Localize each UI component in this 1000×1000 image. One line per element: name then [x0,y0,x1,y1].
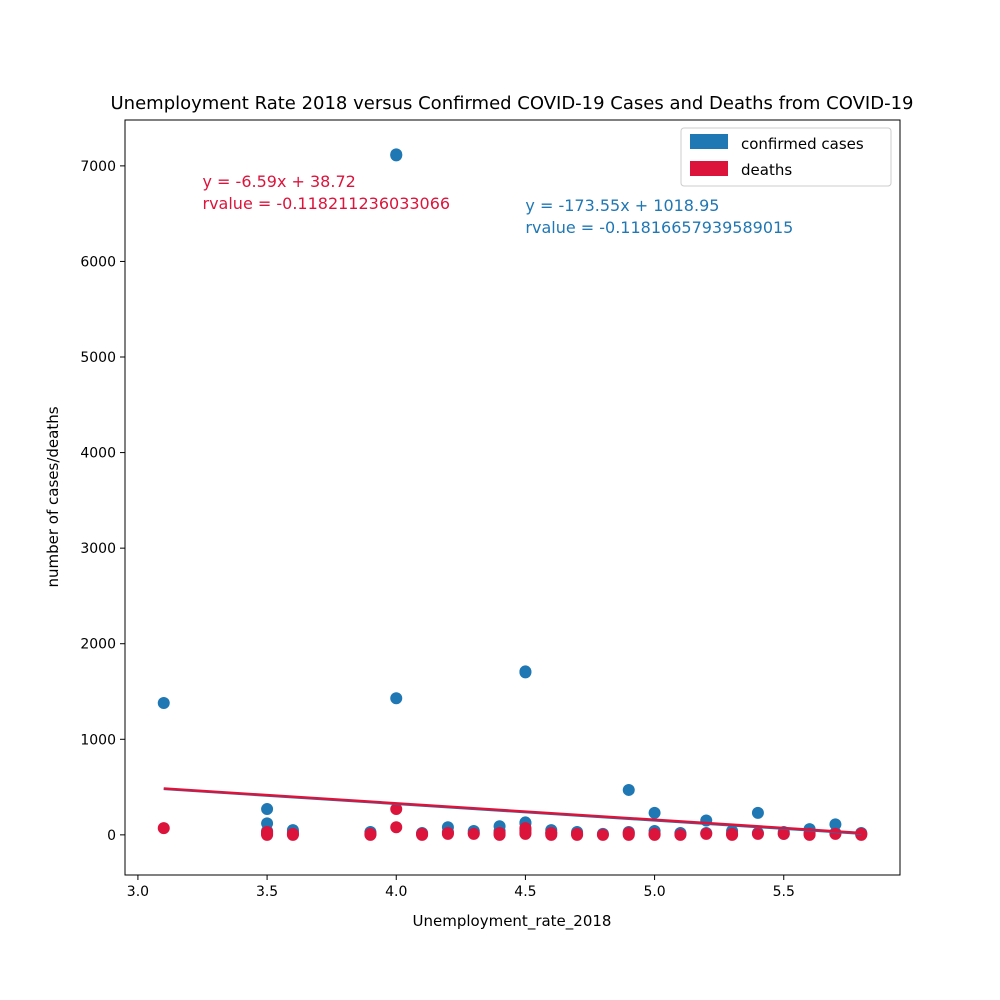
y-axis-label: number of cases/deaths [44,406,62,587]
point-deaths [674,828,687,841]
point-deaths [648,828,661,841]
point-deaths [157,822,170,835]
annotations: y = -173.55x + 1018.95 rvalue = -0.11816… [203,172,794,237]
point-deaths [364,828,377,841]
point-deaths [416,828,429,841]
legend-box [680,127,892,187]
legend-label-confirmed-cases: confirmed cases [741,135,864,153]
y-tick-label: 4000 [80,446,116,462]
point-deaths [803,828,816,841]
point-deaths [493,828,506,841]
point-deaths [441,827,454,840]
annotation-deaths: y = -6.59x + 38.72 [203,172,356,191]
x-tick-label: 5.0 [643,884,665,900]
legend-swatch-deaths [690,161,728,176]
legend-swatch-confirmed-cases [690,134,728,149]
point-deaths [390,803,403,816]
annotation-deaths: rvalue = -0.118211236033066 [203,194,451,213]
x-axis-label: Unemployment_rate_2018 [413,912,612,931]
point-confirmed-cases [829,818,842,831]
axes-frame [124,119,901,876]
y-tick-label: 3000 [80,541,116,557]
point-confirmed-cases [751,806,764,819]
point-deaths [390,821,403,834]
point-deaths [829,827,842,840]
legend: confirmed cases deaths [680,127,892,187]
point-confirmed-cases [390,148,403,161]
annotation-confirmed-cases: rvalue = -0.11816657939589015 [525,218,793,237]
y-tick-label: 0 [107,828,116,844]
point-confirmed-cases [622,783,635,796]
point-confirmed-cases [261,803,274,816]
plot-area [157,148,868,841]
point-confirmed-cases [157,696,170,709]
chart-title: Unemployment Rate 2018 versus Confirmed … [111,93,914,114]
point-deaths [545,828,558,841]
point-confirmed-cases [648,806,661,819]
point-deaths [519,827,532,840]
x-tick-label: 5.5 [773,884,795,900]
point-deaths [286,828,299,841]
point-deaths [726,828,739,841]
y-tick-label: 2000 [80,637,116,653]
point-deaths [596,828,609,841]
trendline-deaths [163,787,862,835]
legend-label-deaths: deaths [741,161,792,179]
x-tick-label: 3.0 [127,884,149,900]
y-tick-label: 1000 [80,732,116,748]
point-deaths [622,828,635,841]
point-deaths [751,827,764,840]
point-deaths [467,827,480,840]
point-deaths [777,827,790,840]
point-deaths [571,828,584,841]
x-tick-label: 4.0 [385,884,407,900]
x-tick-label: 4.5 [514,884,536,900]
point-confirmed-cases [519,665,532,678]
y-tick-label: 6000 [80,254,116,270]
point-deaths [855,828,868,841]
point-deaths [261,828,274,841]
x-tick-label: 3.5 [256,884,278,900]
point-confirmed-cases [390,692,403,705]
x-axis: 3.0 3.5 4.0 4.5 5.0 5.5 [127,875,795,900]
y-axis: 0 1000 2000 3000 4000 5000 6000 7000 [80,159,125,844]
y-tick-label: 7000 [80,159,116,175]
point-deaths [700,827,713,840]
y-tick-label: 5000 [80,350,116,366]
annotation-confirmed-cases: y = -173.55x + 1018.95 [525,196,719,215]
